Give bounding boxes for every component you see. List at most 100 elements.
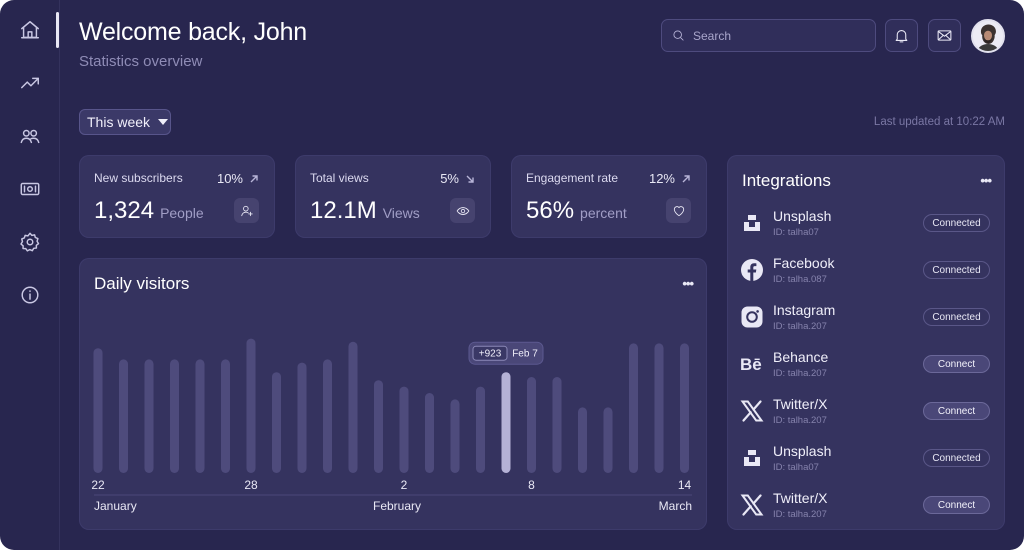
stat-icon-button[interactable] [450, 198, 475, 223]
integration-name: Twitter/X [773, 396, 828, 412]
chart-bar[interactable] [476, 386, 485, 473]
date-range-label: This week [87, 114, 151, 130]
chart-bar[interactable] [425, 393, 434, 473]
sidebar-item-settings[interactable] [10, 224, 50, 260]
connected-button[interactable]: Connected [923, 308, 990, 326]
integration-name: Unsplash [773, 208, 832, 224]
connected-button[interactable]: Connected [923, 261, 990, 279]
chart-bar[interactable] [680, 343, 689, 473]
stat-percent-value: 12% [648, 171, 675, 186]
chart-bar[interactable] [629, 343, 638, 473]
instagram-icon [740, 305, 764, 329]
x-tick-label: 22 [91, 478, 105, 492]
page-subtitle: Statistics overview [79, 53, 203, 70]
chart-bar[interactable] [246, 338, 256, 473]
chevron-down-icon [158, 119, 169, 125]
connected-button[interactable]: Connected [923, 214, 990, 232]
info-icon [21, 286, 39, 304]
tooltip-value-pill [472, 345, 508, 361]
stat-label: Total views [310, 171, 369, 185]
chart-bar[interactable] [170, 359, 179, 473]
page-title: Welcome back, John [79, 18, 307, 46]
stat-icon-button[interactable] [666, 198, 691, 223]
integration-id: ID: talha.087 [773, 274, 827, 285]
sidebar-item-users[interactable] [10, 118, 50, 154]
chart-bar[interactable] [450, 399, 460, 473]
last-updated-text: Last updated at 10:22 AM [873, 116, 1005, 128]
x-icon [740, 399, 764, 423]
connect-button[interactable]: Connect [923, 402, 990, 420]
chart-bar[interactable] [527, 377, 536, 473]
chart-bar[interactable] [272, 372, 281, 473]
chart-bar[interactable] [144, 359, 154, 473]
x-tick-label: 14 [678, 478, 692, 492]
integration-id: ID: talha.207 [773, 415, 827, 426]
sidebar-item-info[interactable] [10, 277, 50, 313]
tooltip-value: +923 [479, 349, 502, 360]
connect-button[interactable]: Connect [923, 355, 990, 373]
money-icon [20, 182, 40, 196]
chart-bar[interactable] [221, 359, 230, 473]
svg-text:Bē: Bē [740, 355, 762, 374]
integration-id: ID: talha.207 [773, 321, 827, 332]
stat-card-views: Total views 5% 12.1M Views [295, 155, 491, 238]
chart-bar[interactable] [552, 377, 562, 473]
avatar-portrait [973, 21, 1003, 51]
user-avatar[interactable] [971, 19, 1005, 53]
stat-value: 1,324 People [94, 197, 204, 225]
stat-percent: 5% [440, 171, 475, 186]
stat-value: 56% percent [526, 197, 627, 225]
behance-icon: Bē [740, 352, 764, 376]
chart-bar[interactable] [374, 380, 383, 473]
chart-bar[interactable] [323, 359, 332, 473]
integration-id: ID: talha07 [773, 462, 819, 473]
search-box[interactable] [661, 19, 876, 52]
chart-bar[interactable] [195, 359, 205, 473]
integrations-title: Integrations [742, 171, 831, 190]
integration-row: Unsplash ID: talha07 Connected [740, 207, 992, 247]
stat-percent-value: 10% [216, 171, 243, 186]
integration-id: ID: talha07 [773, 227, 819, 238]
chart-bar[interactable] [297, 362, 307, 473]
integration-id: ID: talha.207 [773, 368, 827, 379]
chart-bar[interactable] [654, 343, 664, 473]
chart-bar[interactable] [603, 407, 613, 473]
tooltip-date: Feb 7 [512, 349, 538, 360]
chart-bar-highlighted[interactable] [501, 372, 511, 473]
chart-bar[interactable] [399, 386, 409, 473]
trending-up-icon [21, 77, 39, 89]
more-options-icon[interactable]: ••• [682, 276, 694, 291]
stat-percent: 12% [649, 171, 691, 186]
chart-bar[interactable] [348, 341, 358, 473]
arrow-up-right-icon [682, 174, 690, 182]
sidebar-item-home[interactable] [10, 12, 50, 48]
search-input[interactable] [693, 28, 863, 43]
integration-name: Unsplash [773, 443, 832, 459]
more-options-icon[interactable]: ••• [980, 173, 992, 188]
sidebar-item-trends[interactable] [10, 65, 50, 101]
notifications-button[interactable] [885, 19, 918, 52]
stat-number: 56% [526, 197, 575, 224]
unsplash-icon [740, 211, 764, 235]
stat-value: 12.1M Views [310, 197, 420, 225]
sidebar-item-finance[interactable] [10, 171, 50, 207]
stat-unit: Views [382, 205, 420, 221]
messages-button[interactable] [928, 19, 961, 52]
integration-row: Twitter/X ID: talha.207 Connect [740, 395, 992, 435]
integration-id: ID: talha.207 [773, 509, 827, 520]
arrow-up-right-icon [250, 174, 258, 182]
connect-button[interactable]: Connect [923, 496, 990, 514]
stat-icon-button[interactable] [234, 198, 259, 223]
integration-name: Twitter/X [773, 490, 828, 506]
x-icon [740, 493, 764, 517]
x-tick-label: 8 [528, 478, 535, 492]
chart-bar[interactable] [578, 407, 587, 473]
chart-bar[interactable] [119, 359, 128, 473]
settings-icon [20, 232, 40, 252]
connected-button[interactable]: Connected [923, 449, 990, 467]
chart-bar[interactable] [93, 348, 103, 473]
date-range-dropdown[interactable]: This week [79, 109, 171, 135]
stat-unit: People [160, 205, 204, 221]
